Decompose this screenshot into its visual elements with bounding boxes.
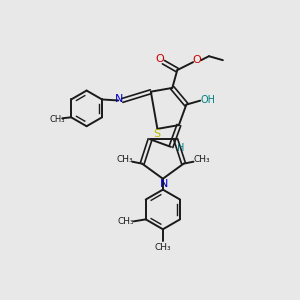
- Text: CH₃: CH₃: [50, 115, 65, 124]
- Text: N: N: [115, 94, 124, 104]
- Text: H: H: [177, 143, 184, 153]
- Text: OH: OH: [201, 95, 216, 105]
- Text: N: N: [160, 179, 168, 189]
- Text: CH₃: CH₃: [116, 155, 133, 164]
- Text: CH₃: CH₃: [154, 243, 171, 252]
- Text: O: O: [155, 54, 164, 64]
- Text: O: O: [193, 55, 202, 65]
- Text: CH₃: CH₃: [118, 217, 134, 226]
- Text: S: S: [153, 129, 160, 139]
- Text: CH₃: CH₃: [193, 155, 210, 164]
